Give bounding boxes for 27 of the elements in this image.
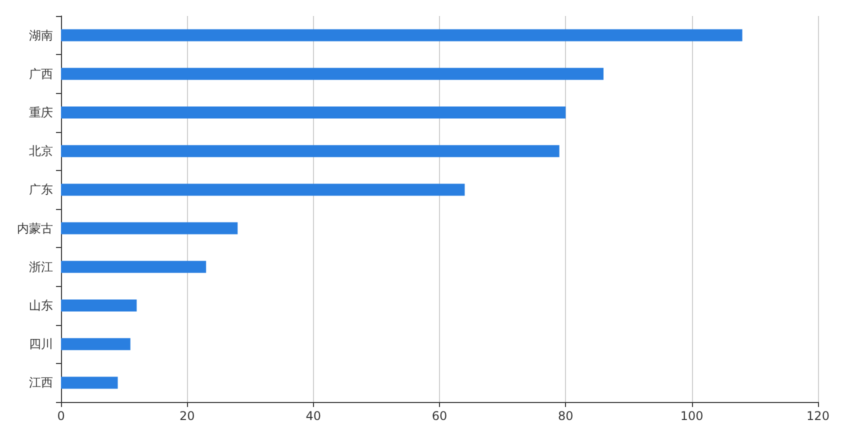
x-tick-label: 80 xyxy=(558,409,574,423)
y-tick-label: 北京 xyxy=(29,144,53,158)
y-tick-label: 山东 xyxy=(29,298,53,312)
bar xyxy=(61,68,604,80)
y-tick-label: 广西 xyxy=(29,66,53,81)
y-tick-label: 重庆 xyxy=(29,106,53,120)
bar xyxy=(61,145,560,158)
x-tick-label: 20 xyxy=(180,409,195,423)
bar xyxy=(61,300,137,312)
bar xyxy=(61,376,118,389)
x-tick-label: 40 xyxy=(306,409,321,423)
x-tick-label: 0 xyxy=(57,409,65,423)
bar xyxy=(61,29,742,42)
y-tick-label: 浙江 xyxy=(29,260,53,274)
x-tick-label: 60 xyxy=(432,409,448,423)
bar xyxy=(61,260,206,273)
y-tick-label: 广东 xyxy=(29,182,53,197)
y-tick-label: 内蒙古 xyxy=(17,221,53,236)
bar xyxy=(61,184,465,196)
y-tick-label: 四川 xyxy=(29,337,53,352)
y-tick-label: 江西 xyxy=(29,376,53,390)
bar xyxy=(61,106,566,118)
x-tick-label: 100 xyxy=(680,409,704,423)
bar xyxy=(61,338,130,350)
y-tick-label: 湖南 xyxy=(29,28,53,42)
x-tick-label: 120 xyxy=(806,409,830,423)
bar xyxy=(61,222,238,234)
